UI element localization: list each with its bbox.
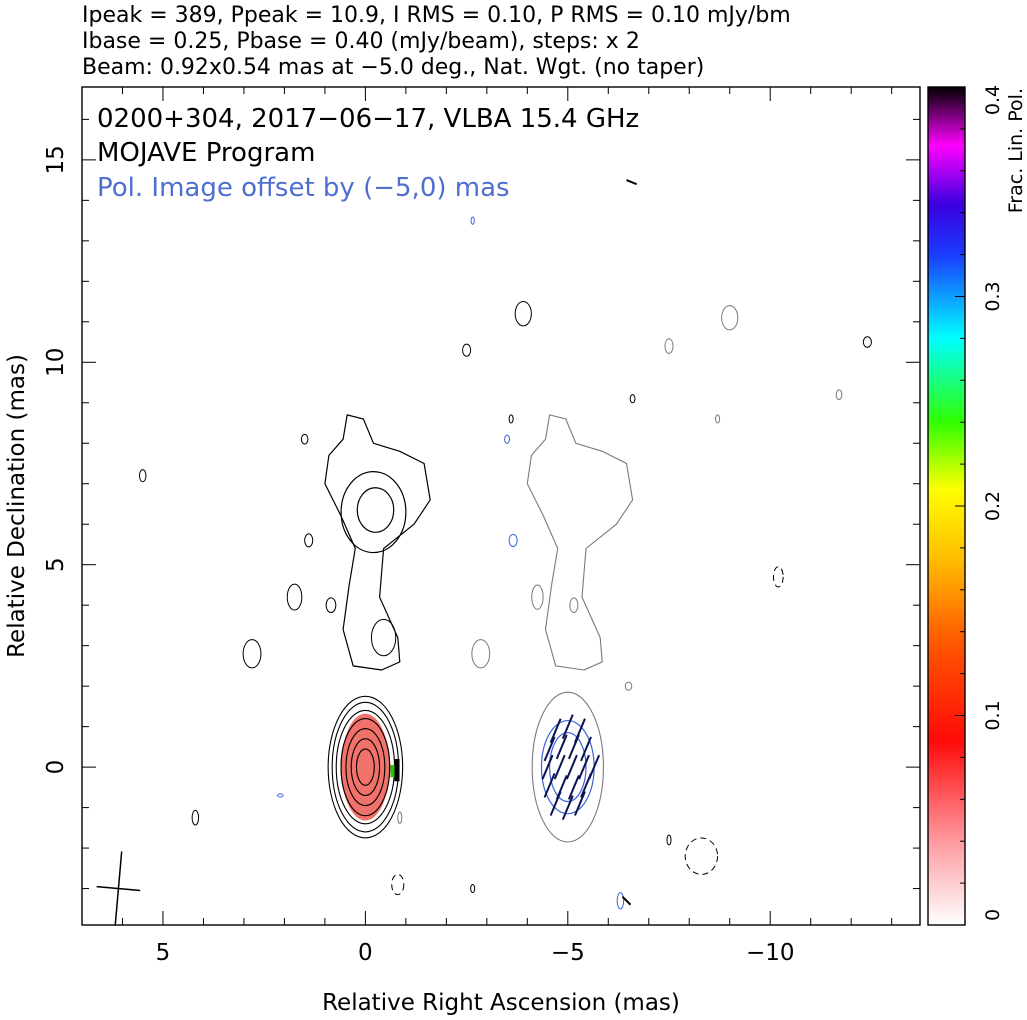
noise-contour bbox=[370, 618, 397, 657]
evpa-tick bbox=[541, 754, 554, 780]
noise-contour bbox=[721, 305, 739, 331]
negative-contour bbox=[772, 566, 784, 588]
noise-contour bbox=[835, 389, 843, 401]
header-line-1: Ipeak = 389, Ppeak = 10.9, I RMS = 0.10,… bbox=[82, 3, 791, 28]
noise-contour bbox=[569, 597, 579, 613]
noise-contour bbox=[470, 216, 475, 225]
x-axis-label: Relative Right Ascension (mas) bbox=[322, 990, 680, 1016]
negative-contour bbox=[684, 837, 719, 875]
core-inner-contour bbox=[345, 728, 386, 807]
core-polarization-fill bbox=[341, 713, 390, 821]
evpa-tick bbox=[574, 791, 586, 816]
evpa-tick bbox=[543, 736, 556, 762]
edge-evpa-tick bbox=[626, 179, 637, 186]
noise-contour bbox=[300, 433, 309, 445]
core-contour bbox=[327, 695, 404, 839]
noise-contour bbox=[471, 639, 491, 669]
core-inner-contour bbox=[350, 738, 381, 797]
colorbar-tick-label: 0.1 bbox=[982, 700, 1004, 730]
pol-offset-jet-contour bbox=[526, 414, 634, 671]
noise-contour bbox=[504, 434, 511, 444]
program-annotation: MOJAVE Program bbox=[97, 138, 315, 168]
evpa-tick bbox=[561, 795, 574, 820]
evpa-tick bbox=[580, 736, 592, 762]
noise-contour bbox=[531, 584, 544, 610]
y-tick-label: 15 bbox=[43, 145, 69, 174]
noise-contour bbox=[242, 639, 262, 669]
noise-contour bbox=[616, 892, 625, 910]
noise-contour bbox=[666, 834, 672, 846]
plot-area bbox=[96, 179, 872, 926]
colorbar-tick-label: 0.3 bbox=[982, 281, 1004, 311]
noise-contour bbox=[470, 884, 476, 894]
y-tick-label: 5 bbox=[43, 557, 69, 572]
colorbar-tick-label: 0 bbox=[982, 909, 1004, 921]
noise-contour bbox=[508, 414, 514, 424]
noise-contour bbox=[715, 414, 721, 424]
evpa-tick bbox=[549, 791, 562, 816]
noise-contour bbox=[462, 343, 472, 357]
noise-contour bbox=[397, 811, 403, 824]
header-line-3: Beam: 0.92x0.54 mas at −5.0 deg., Nat. W… bbox=[82, 55, 705, 80]
noise-contour bbox=[138, 469, 147, 483]
core-edge-marker bbox=[394, 759, 400, 782]
axis-ticks: 5 0 −5 −10 0 5 10 15 bbox=[43, 87, 920, 966]
evpa-tick bbox=[580, 772, 592, 798]
core-inner-contour bbox=[355, 748, 375, 786]
noise-contour bbox=[624, 681, 633, 691]
evpa-tick bbox=[555, 734, 568, 760]
pol-intensity-contour bbox=[548, 732, 587, 803]
core-inner-contour bbox=[340, 717, 391, 817]
jet-contour-inner bbox=[356, 487, 395, 533]
y-tick-label: 10 bbox=[43, 348, 69, 377]
noise-contour bbox=[191, 809, 200, 826]
edge-evpa-tick bbox=[621, 895, 632, 906]
noise-contour bbox=[664, 338, 674, 354]
evpa-tick bbox=[567, 774, 580, 800]
evpa-tick bbox=[567, 734, 580, 760]
negative-contour bbox=[391, 873, 405, 896]
evpa-tick bbox=[549, 718, 562, 744]
x-tick-label: 0 bbox=[358, 940, 373, 966]
beam-minor-axis bbox=[96, 885, 141, 892]
noise-contour bbox=[862, 336, 872, 348]
x-tick-label: −5 bbox=[551, 940, 585, 966]
colorbar-label: Frac. Lin. Pol. bbox=[1005, 88, 1027, 213]
y-tick-label: 0 bbox=[43, 760, 69, 775]
noise-contour bbox=[304, 533, 314, 548]
source-annotation: 0200+304, 2017−06−17, VLBA 15.4 GHz bbox=[97, 104, 639, 134]
evpa-tick bbox=[578, 754, 590, 780]
pol-offset-core-contour bbox=[531, 691, 604, 843]
noise-contour bbox=[514, 301, 532, 327]
evpa-tick bbox=[561, 714, 574, 740]
jet-contour-mid bbox=[340, 470, 407, 554]
evpa-tick bbox=[553, 754, 566, 780]
evpa-tick bbox=[565, 754, 578, 780]
noise-contour bbox=[286, 583, 303, 611]
noise-contour bbox=[508, 533, 518, 547]
colorbar-ticks: 0 0.1 0.2 0.3 0.4 bbox=[955, 85, 1004, 926]
noise-contour bbox=[629, 394, 636, 404]
header-line-2: Ibase = 0.25, Pbase = 0.40 (mJy/beam), s… bbox=[82, 29, 640, 54]
y-axis-label: Relative Declination (mas) bbox=[4, 354, 30, 658]
colorbar-tick-label: 0.4 bbox=[982, 85, 1004, 115]
colorbar-tick-label: 0.2 bbox=[982, 491, 1004, 521]
plot-frame bbox=[81, 86, 921, 926]
x-tick-label: 5 bbox=[156, 940, 171, 966]
x-tick-label: −10 bbox=[746, 940, 795, 966]
evpa-tick bbox=[543, 772, 556, 798]
offset-annotation: Pol. Image offset by (−5,0) mas bbox=[97, 173, 510, 203]
noise-contour bbox=[277, 793, 284, 798]
noise-contour bbox=[325, 597, 337, 613]
jet-contour-outer bbox=[324, 414, 431, 671]
core-edge-highfraction bbox=[390, 765, 395, 778]
